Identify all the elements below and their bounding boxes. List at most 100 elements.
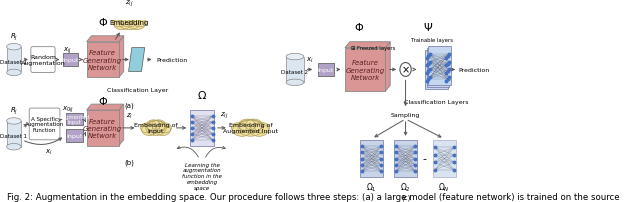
Bar [433,140,456,178]
Text: $\Omega_1$: $\Omega_1$ [366,181,377,193]
Ellipse shape [232,123,246,134]
Text: Classification Layers: Classification Layers [404,100,468,105]
Ellipse shape [6,70,21,76]
FancyBboxPatch shape [86,42,119,78]
Ellipse shape [246,120,262,131]
Ellipse shape [119,15,134,26]
Ellipse shape [239,121,262,134]
Bar [6,47,21,73]
Ellipse shape [113,18,125,28]
Text: $\Phi$: $\Phi$ [355,21,365,33]
Polygon shape [86,37,124,42]
FancyBboxPatch shape [86,110,119,146]
Text: ×: × [401,65,410,75]
Text: Dataset 1: Dataset 1 [1,134,28,139]
Ellipse shape [400,63,412,77]
Ellipse shape [233,124,252,137]
Ellipse shape [6,118,21,125]
Text: Feature
Generating
Network: Feature Generating Network [83,50,122,70]
Ellipse shape [152,120,166,131]
Text: Feature
Generating
Network: Feature Generating Network [83,118,122,138]
Polygon shape [119,37,124,78]
FancyBboxPatch shape [317,63,333,77]
Ellipse shape [286,54,304,60]
Text: ⊞ Freezed layers: ⊞ Freezed layers [351,45,396,50]
Ellipse shape [146,121,166,136]
Ellipse shape [125,15,140,26]
Text: Learning the
augmentation
function in the
embedding
space: Learning the augmentation function in th… [182,162,222,190]
Polygon shape [86,105,124,110]
Ellipse shape [6,144,21,150]
Text: $\Psi$: $\Psi$ [423,21,433,33]
Text: $R_j$: $R_j$ [10,105,18,116]
Text: (b): (b) [124,159,134,165]
Text: $z_i$: $z_i$ [126,111,133,120]
Ellipse shape [250,124,268,137]
Ellipse shape [155,124,170,136]
FancyBboxPatch shape [29,108,60,140]
Text: -: - [423,154,427,164]
Ellipse shape [133,18,147,28]
Text: $\Phi$: $\Phi$ [98,95,108,107]
FancyBboxPatch shape [65,130,83,143]
Ellipse shape [159,123,172,133]
Text: $\Phi$: $\Phi$ [98,16,108,28]
Text: (a): (a) [125,102,134,108]
Text: $\Omega_2$: $\Omega_2$ [400,181,411,193]
Ellipse shape [238,120,263,137]
FancyBboxPatch shape [31,47,55,73]
Bar [360,140,383,178]
Text: Dataset 1: Dataset 1 [1,60,28,65]
Text: (c): (c) [401,193,410,200]
Text: Classification Layer: Classification Layer [107,88,168,93]
Polygon shape [385,42,390,92]
Ellipse shape [255,123,269,134]
Text: $x_i$: $x_i$ [306,55,314,64]
Text: $x_{ij}$: $x_{ij}$ [63,45,72,55]
Text: $\Omega$: $\Omega$ [197,89,207,101]
Ellipse shape [147,121,165,133]
Text: Embedding of
Input: Embedding of Input [134,123,178,134]
Ellipse shape [113,19,131,31]
Bar [425,50,447,90]
Text: $x_i$: $x_i$ [45,147,52,156]
Text: $z_{ij}$: $z_{ij}$ [220,110,228,120]
Text: Embedding: Embedding [109,20,149,26]
Ellipse shape [129,19,145,31]
Ellipse shape [118,15,141,30]
Text: $x_{0ij}$: $x_{0ij}$ [62,104,74,115]
Text: Feature
Generating
Network: Feature Generating Network [346,60,385,80]
Text: Prediction: Prediction [459,68,490,73]
Ellipse shape [286,80,304,86]
Text: Augmented
Input: Augmented Input [59,114,90,125]
Bar [428,46,451,86]
Bar [190,110,214,146]
Bar [427,48,449,88]
Text: A Specific
Augmentation
Function: A Specific Augmentation Function [25,116,64,133]
Text: Random
Augmentation: Random Augmentation [20,55,65,66]
Text: $\Omega_N$: $\Omega_N$ [438,181,450,193]
Ellipse shape [119,16,140,28]
Polygon shape [119,105,124,146]
Ellipse shape [147,120,160,131]
Text: Dataset 2: Dataset 2 [282,69,308,75]
Text: Input: Input [67,134,83,139]
Text: Trainable layers: Trainable layers [412,38,453,42]
Ellipse shape [141,123,152,133]
FancyBboxPatch shape [65,113,83,126]
Bar [394,140,417,178]
Text: Fig. 2: Augmentation in the embedding space. Our procedure follows three steps: : Fig. 2: Augmentation in the embedding sp… [6,192,620,201]
Text: $R_j$: $R_j$ [10,31,18,42]
Text: Embedding of
Augmented Input: Embedding of Augmented Input [223,123,278,134]
FancyBboxPatch shape [63,53,77,67]
Text: Sampling: Sampling [391,113,420,117]
Ellipse shape [141,124,157,136]
Text: Input: Input [317,68,334,73]
Bar [286,57,304,83]
Text: Input: Input [62,58,79,63]
Ellipse shape [239,120,255,131]
Text: $z_{ij}$: $z_{ij}$ [125,0,134,9]
Text: Prediction: Prediction [156,58,188,63]
FancyBboxPatch shape [345,48,385,92]
Polygon shape [129,48,145,72]
